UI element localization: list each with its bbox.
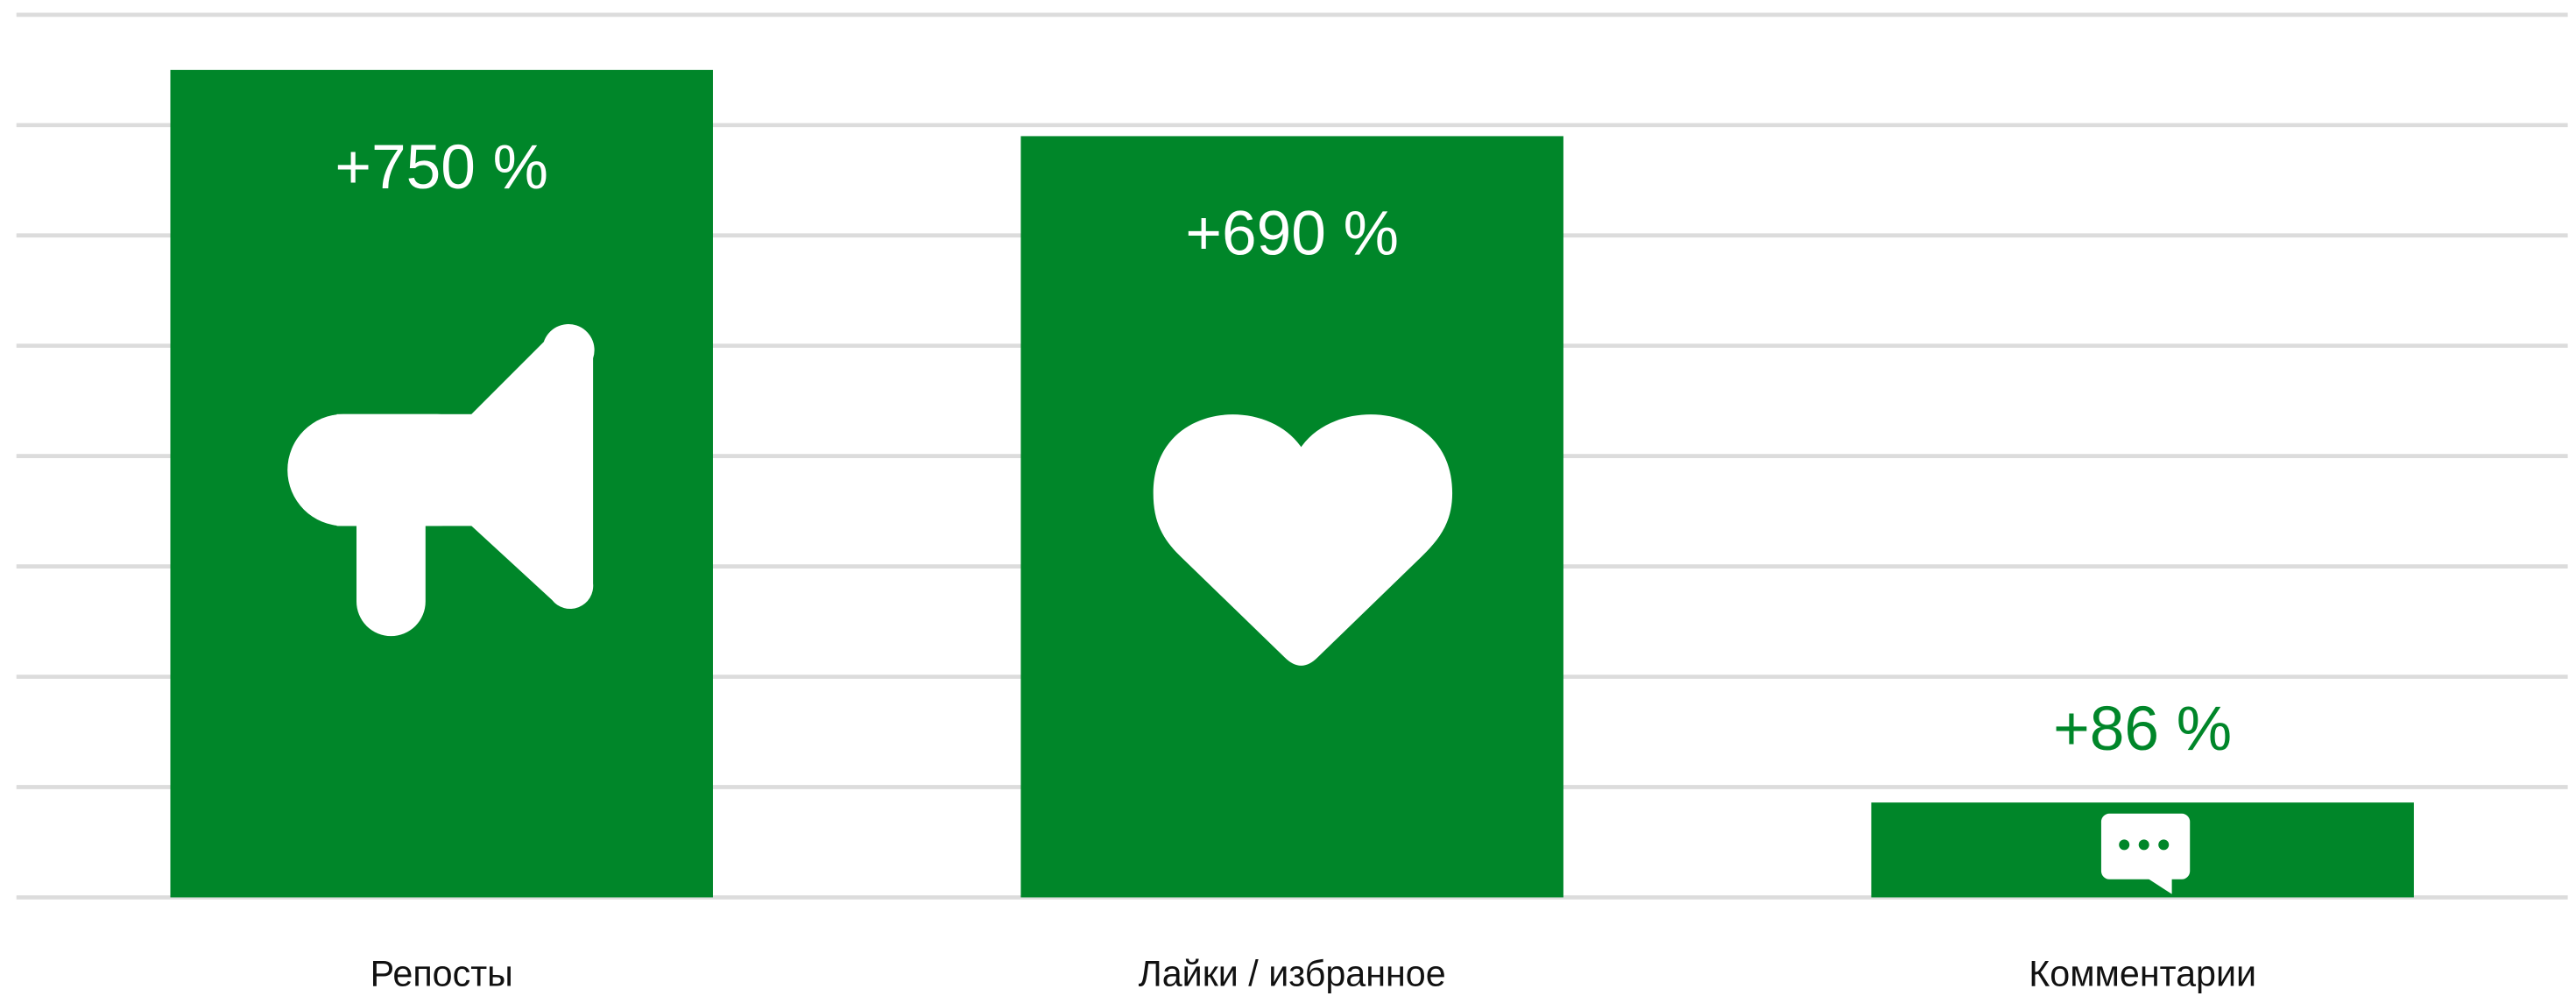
labels: Репосты +750 % Лайки / избранное +690 % Комм…	[335, 132, 2256, 993]
icons	[287, 324, 2191, 894]
x-tick-label: Репосты	[371, 953, 513, 993]
megaphone-icon	[287, 324, 595, 637]
value-label: +690 %	[1185, 199, 1399, 269]
heart-icon	[1153, 414, 1453, 666]
x-tick-label: Комментарии	[2029, 953, 2256, 993]
x-tick-label: Лайки / избранное	[1139, 953, 1446, 993]
value-label: +86 %	[2053, 694, 2232, 764]
comment-icon	[2100, 813, 2191, 894]
value-label: +750 %	[335, 132, 548, 202]
